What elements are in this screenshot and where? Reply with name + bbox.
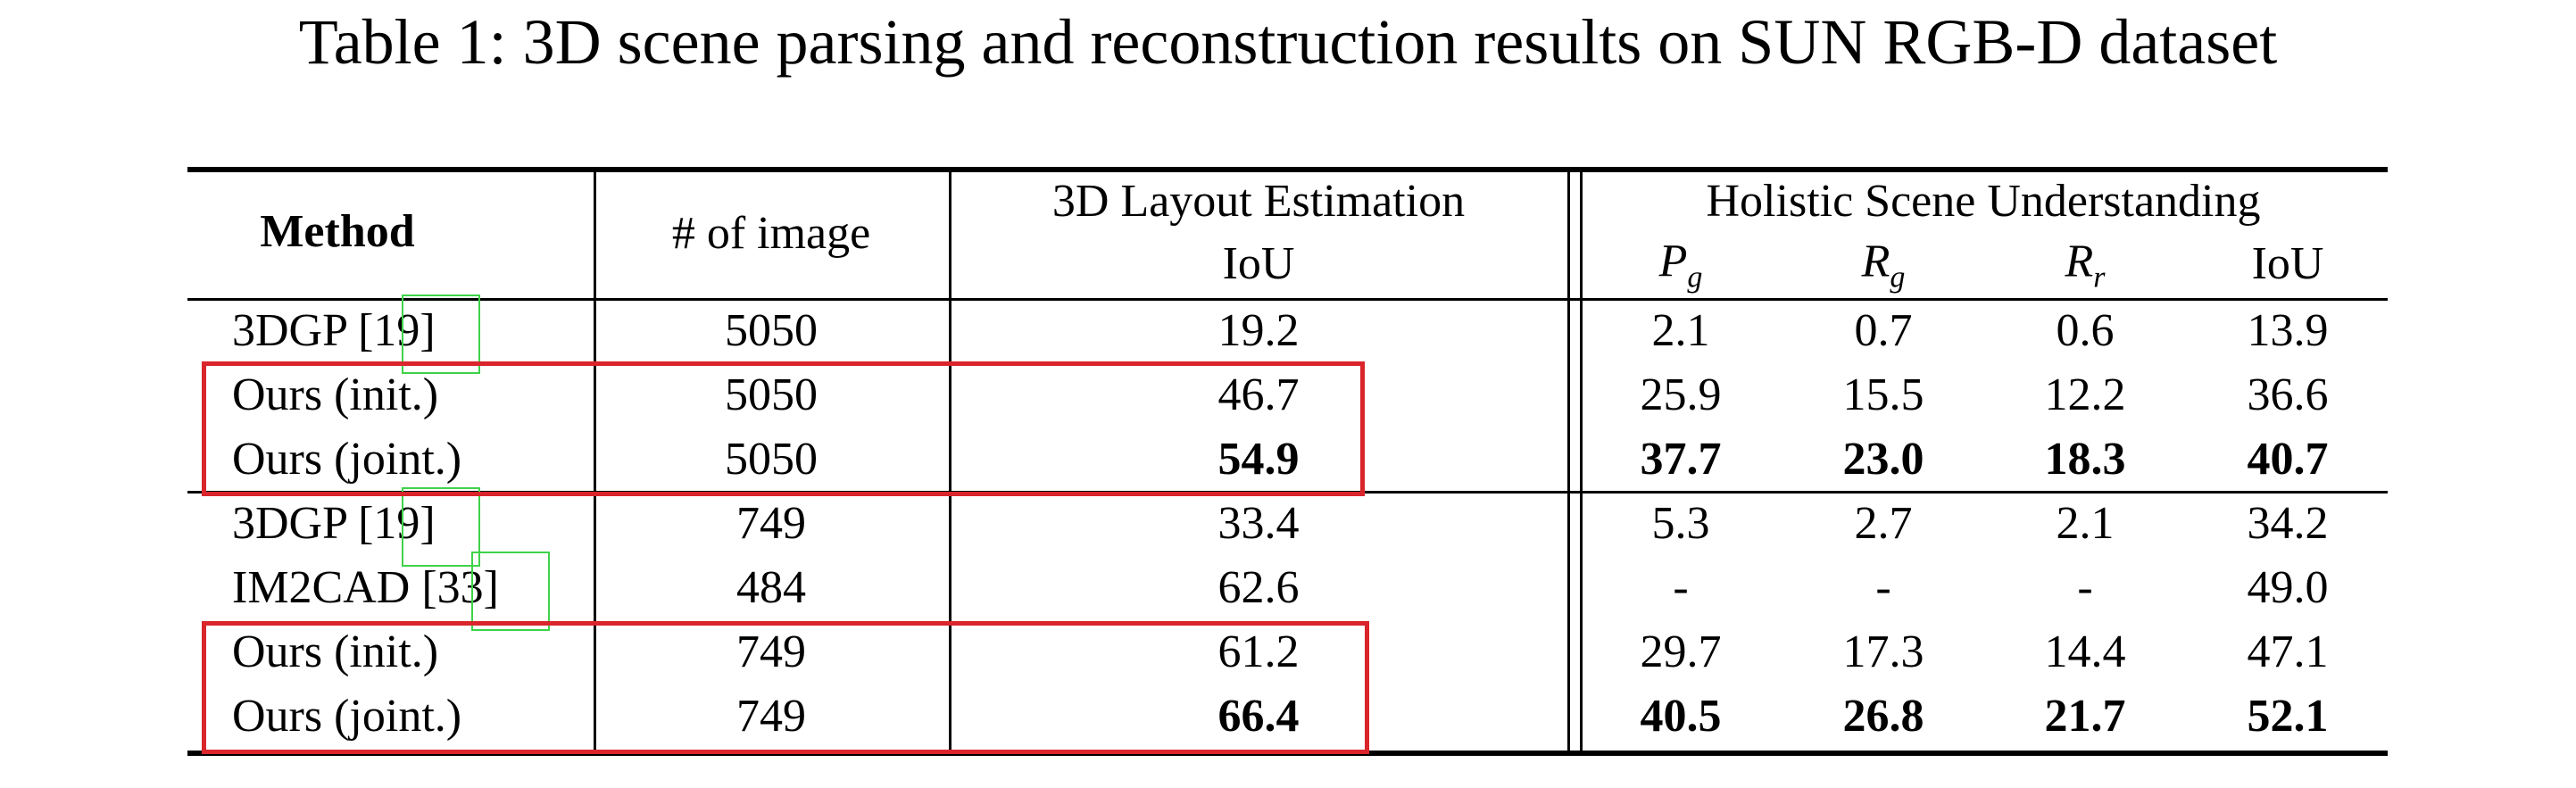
row-images: 5050: [725, 434, 818, 485]
row-pg: 40.5: [1640, 691, 1722, 742]
col-divider-double-b: [1580, 170, 1583, 753]
top-rule: [187, 167, 2388, 172]
row-images: 749: [736, 691, 806, 742]
row-rg: 17.3: [1842, 626, 1924, 677]
row-rr: -: [2077, 562, 2093, 613]
header-method: Method: [260, 206, 415, 257]
citation-link[interactable]: [19]: [358, 498, 436, 549]
row-method: Ours (init.): [232, 369, 439, 420]
citation-box: [471, 552, 550, 631]
row-rr: 14.4: [2044, 626, 2126, 677]
header-layout-group: 3D Layout Estimation: [1051, 176, 1466, 227]
row-pg: -: [1673, 562, 1689, 613]
row-iou: 36.6: [2247, 369, 2329, 420]
header-rg: Rg: [1861, 236, 1906, 294]
row-rg: 26.8: [1842, 691, 1924, 742]
highlight-box: [202, 621, 1369, 754]
row-method: Ours (init.): [232, 626, 439, 677]
row-layout-iou: 66.4: [1217, 691, 1300, 742]
col-divider-double-a: [1567, 170, 1570, 753]
table-caption: Table 1: 3D scene parsing and reconstruc…: [298, 6, 2278, 78]
row-rr: 18.3: [2044, 434, 2126, 485]
row-iou: 49.0: [2247, 562, 2329, 613]
citation-box: [402, 294, 480, 374]
header-rule: [187, 298, 2388, 301]
row-iou: 47.1: [2247, 626, 2329, 677]
header-num-images: # of image: [671, 208, 871, 259]
row-rr: 21.7: [2044, 691, 2126, 742]
row-images: 484: [736, 562, 806, 613]
header-rr: Rr: [2065, 236, 2106, 294]
row-pg: 25.9: [1640, 369, 1722, 420]
row-rg: 0.7: [1854, 305, 1913, 356]
row-iou: 34.2: [2247, 498, 2329, 549]
row-rg: 15.5: [1842, 369, 1924, 420]
row-images: 5050: [725, 305, 818, 356]
row-layout-iou: 46.7: [1217, 369, 1300, 420]
row-rg: -: [1875, 562, 1891, 613]
row-rr: 12.2: [2044, 369, 2126, 420]
row-pg: 5.3: [1651, 498, 1710, 549]
row-rr: 2.1: [2056, 498, 2115, 549]
row-pg: 2.1: [1651, 305, 1710, 356]
row-method: 3DGP [19]: [232, 305, 436, 356]
row-images: 749: [736, 498, 806, 549]
row-method: Ours (joint.): [232, 691, 462, 742]
row-layout-iou: 33.4: [1217, 498, 1300, 549]
header-layout-iou: IoU: [1222, 238, 1295, 289]
row-method: 3DGP [19]: [232, 498, 436, 549]
citation-link[interactable]: [33]: [421, 562, 499, 613]
citation-box: [402, 487, 480, 567]
citation-link[interactable]: [19]: [358, 305, 436, 356]
row-method: IM2CAD [33]: [232, 562, 499, 613]
row-rr: 0.6: [2056, 305, 2115, 356]
row-layout-iou: 62.6: [1217, 562, 1300, 613]
row-layout-iou: 54.9: [1217, 434, 1300, 485]
row-rg: 23.0: [1842, 434, 1924, 485]
col-divider-images: [949, 170, 951, 753]
row-method: Ours (joint.): [232, 434, 462, 485]
header-holistic-iou: IoU: [2251, 238, 2324, 289]
row-iou: 40.7: [2247, 434, 2329, 485]
col-divider-method: [594, 170, 596, 753]
row-layout-iou: 61.2: [1217, 626, 1300, 677]
row-images: 749: [736, 626, 806, 677]
header-pg: Pg: [1658, 236, 1703, 294]
row-layout-iou: 19.2: [1217, 305, 1300, 356]
row-iou: 13.9: [2247, 305, 2329, 356]
row-pg: 29.7: [1640, 626, 1722, 677]
header-holistic-group: Holistic Scene Understanding: [1706, 176, 2261, 227]
row-images: 5050: [725, 369, 818, 420]
row-rg: 2.7: [1854, 498, 1913, 549]
row-pg: 37.7: [1640, 434, 1722, 485]
row-iou: 52.1: [2247, 691, 2329, 742]
highlight-box: [202, 361, 1365, 496]
